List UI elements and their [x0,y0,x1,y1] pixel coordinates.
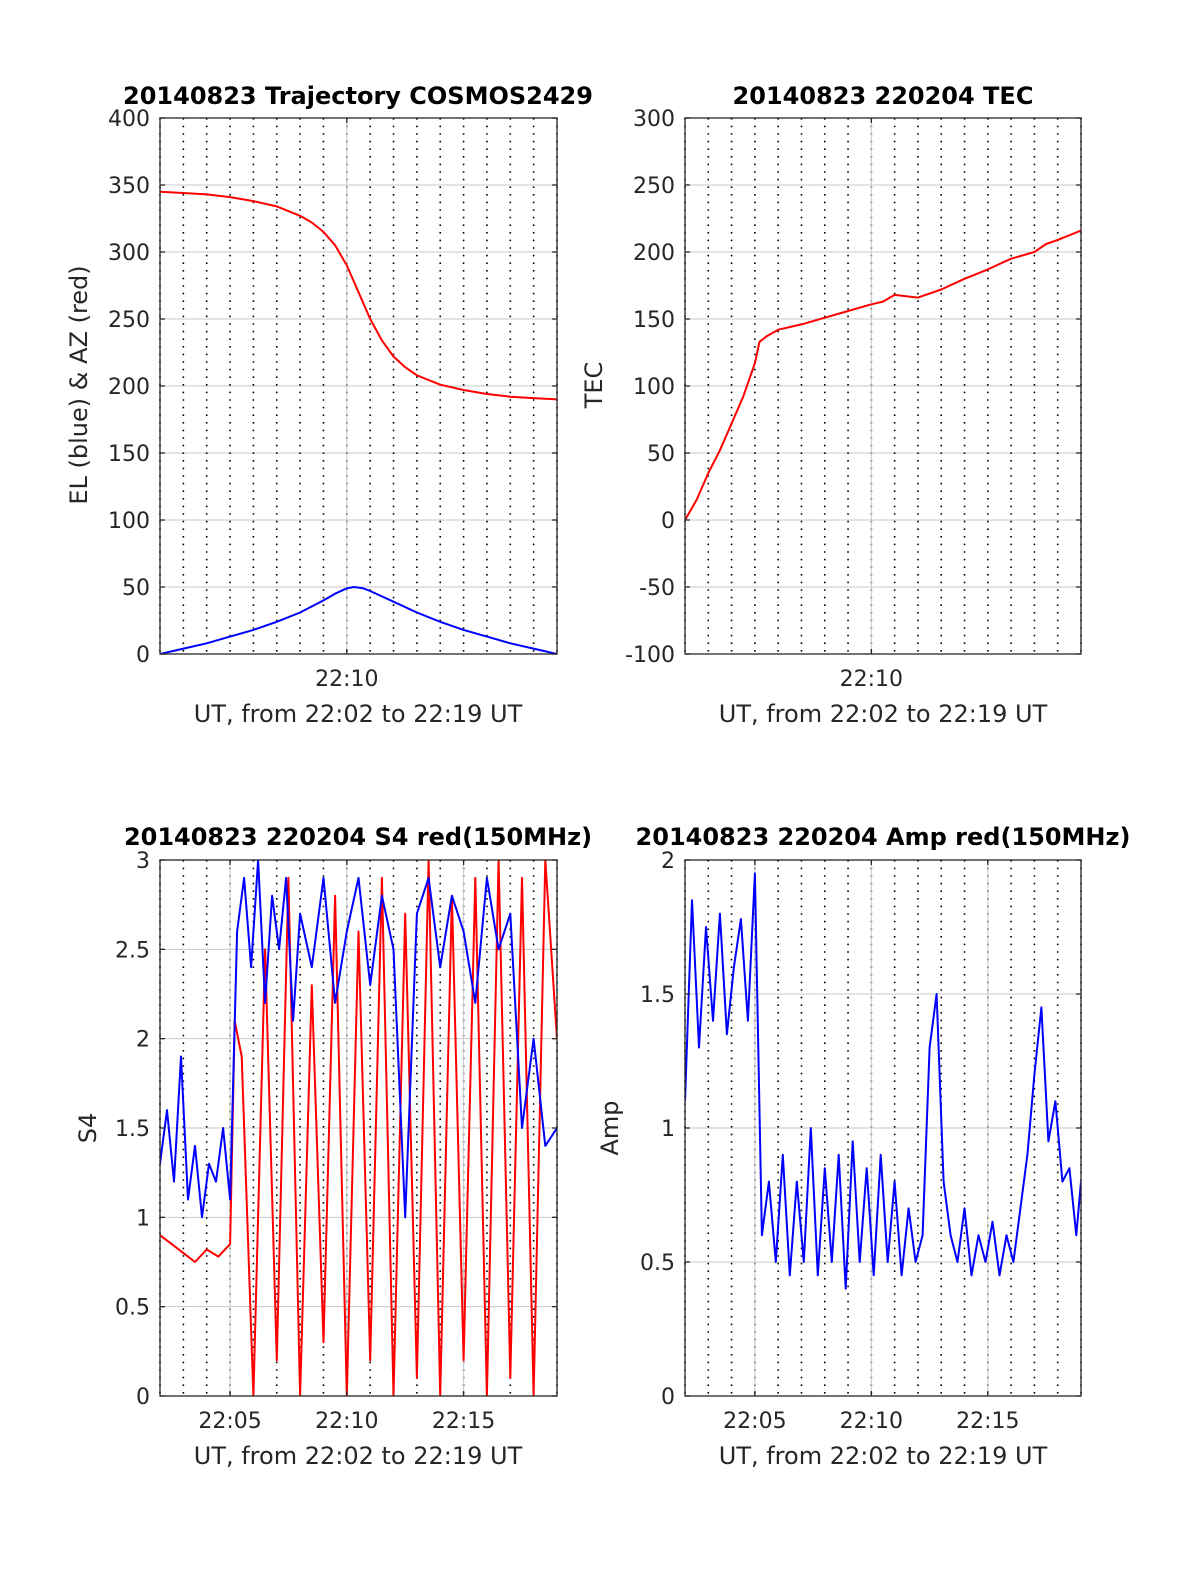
y-tick-label: 1.5 [115,1117,150,1142]
y-tick-label: 150 [633,308,675,333]
y-axis-label: S4 [74,1113,102,1144]
y-tick-label: 2 [136,1028,150,1053]
y-tick-label: 200 [633,241,675,266]
y-tick-label: 0 [136,1385,150,1410]
x-tick-label: 22:15 [432,1409,495,1434]
y-tick-label: 0.5 [640,1251,675,1276]
chart-title: 20140823 220204 TEC [733,82,1034,110]
chart-title: 20140823 220204 Amp red(150MHz) [636,823,1131,851]
chart-title: 20140823 Trajectory COSMOS2429 [123,82,593,110]
y-tick-label: 2.5 [115,938,150,963]
y-tick-label: 250 [108,308,150,333]
y-tick-label: 1 [136,1206,150,1231]
x-tick-label: 22:10 [840,667,903,692]
y-tick-label: 3 [136,849,150,874]
series-line-0 [685,872,1081,1290]
y-tick-label: 1 [661,1117,675,1142]
series-line-0 [685,229,1081,521]
y-tick-label: 250 [633,174,675,199]
series-line-1 [160,586,557,654]
y-tick-label: 1.5 [640,983,675,1008]
y-tick-label: 150 [108,442,150,467]
y-tick-label: 200 [108,375,150,400]
series-line-0 [160,190,557,401]
y-axis-label: Amp [596,1100,624,1155]
chart-tec: 20140823 220204 TEC UT, from 22:02 to 22… [580,82,1082,728]
y-tick-label: -100 [625,643,675,668]
y-tick-label: 2 [661,849,675,874]
y-tick-label: 50 [122,576,150,601]
y-tick-label: 300 [108,241,150,266]
y-tick-label: 0.5 [115,1296,150,1321]
y-tick-label: 100 [633,375,675,400]
series-line-0 [160,860,557,1396]
y-tick-label: 0 [136,643,150,668]
series-line-1 [160,860,557,1219]
y-axis-label: TEC [580,362,608,410]
y-tick-label: 50 [647,442,675,467]
x-tick-label: 22:10 [315,1409,378,1434]
y-tick-label: -50 [639,576,675,601]
y-tick-label: 350 [108,174,150,199]
y-axis-label: EL (blue) & AZ (red) [65,265,93,504]
x-axis-label: UT, from 22:02 to 22:19 UT [194,700,523,728]
y-tick-label: 300 [633,107,675,132]
chart-title: 20140823 220204 S4 red(150MHz) [124,823,592,851]
x-tick-label: 22:05 [723,1409,786,1434]
x-tick-label: 22:10 [315,667,378,692]
chart-trajectory: 20140823 Trajectory COSMOS2429 UT, from … [65,82,593,728]
y-tick-label: 0 [661,1385,675,1410]
y-tick-label: 400 [108,107,150,132]
chart-s4: 20140823 220204 S4 red(150MHz) UT, from … [74,823,592,1470]
x-tick-label: 22:05 [198,1409,261,1434]
x-tick-label: 22:15 [956,1409,1019,1434]
chart-amp: 20140823 220204 Amp red(150MHz) UT, from… [596,823,1130,1470]
x-axis-label: UT, from 22:02 to 22:19 UT [719,1442,1048,1470]
x-axis-label: UT, from 22:02 to 22:19 UT [719,700,1048,728]
x-tick-label: 22:10 [840,1409,903,1434]
y-tick-label: 100 [108,509,150,534]
y-tick-label: 0 [661,509,675,534]
x-axis-label: UT, from 22:02 to 22:19 UT [194,1442,523,1470]
